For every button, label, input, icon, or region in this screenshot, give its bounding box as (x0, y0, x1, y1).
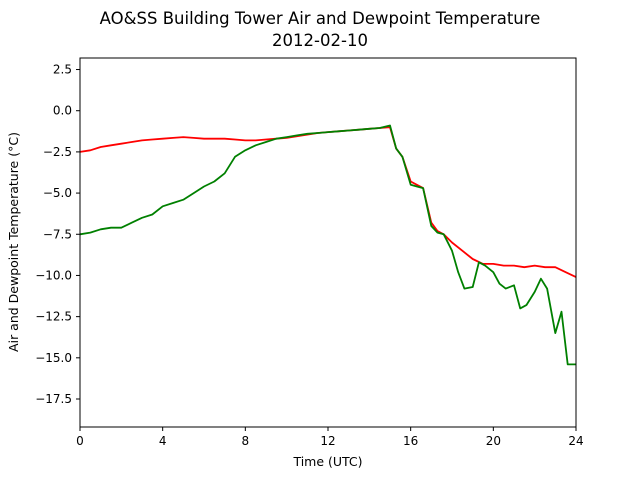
chart-subtitle: 2012-02-10 (272, 31, 368, 50)
y-tick-label: −10.0 (35, 268, 72, 282)
y-tick-label: −17.5 (35, 392, 72, 406)
x-tick-label: 0 (76, 434, 84, 448)
x-tick-label: 4 (159, 434, 167, 448)
y-tick-label: −2.5 (43, 145, 72, 159)
x-tick-label: 8 (242, 434, 250, 448)
y-tick-label: −15.0 (35, 351, 72, 365)
y-tick-label: −12.5 (35, 310, 72, 324)
y-tick-label: −5.0 (43, 186, 72, 200)
y-axis-label: Air and Dewpoint Temperature (°C) (6, 132, 21, 352)
series-line-1 (79, 126, 577, 278)
y-axis-ticks: 2.5 0.0 −2.5 −5.0 −7.5 −10.0 −12.5 −15.0 −17.5 (35, 63, 80, 406)
series-layer (79, 124, 577, 366)
x-tick-label: 16 (403, 434, 418, 448)
x-tick-label: 24 (568, 434, 583, 448)
x-axis-label: Time (UTC) (292, 454, 362, 469)
y-tick-label: −7.5 (43, 227, 72, 241)
plot-frame (79, 57, 577, 428)
y-tick-label: 0.0 (53, 104, 72, 118)
x-tick-label: 12 (320, 434, 335, 448)
x-axis-ticks: 0 4 8 12 16 20 24 (76, 427, 584, 448)
y-tick-label: 2.5 (53, 63, 72, 77)
series-line-2 (79, 124, 576, 366)
x-tick-label: 20 (486, 434, 501, 448)
chart-title: AO&SS Building Tower Air and Dewpoint Te… (100, 9, 541, 28)
